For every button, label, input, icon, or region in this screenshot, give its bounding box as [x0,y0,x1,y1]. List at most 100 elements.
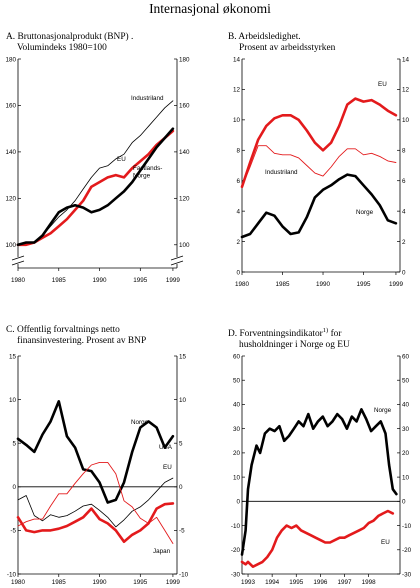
y-tick-label-left: -10 [231,523,241,530]
series-label: EU [163,464,172,471]
chart-a: 100 100 120 120 140 140 160 160 180 180 1980 1985 19… [5,56,190,284]
series-line-norge [240,173,398,239]
panel-d-title-line2: husholdninger i Norge og EU [239,340,350,351]
x-tick-label: 1990 [93,277,108,284]
y-tick-label-left: 0 [236,499,240,506]
axis-break-mark [170,260,184,266]
panel-d-title-text: D. Forventningsindikator [228,329,323,340]
y-tick-label-left: 100 [5,242,16,249]
y-tick-label-left: -5 [10,528,16,535]
y-tick-label-left: 14 [233,56,241,63]
y-tick-label-left: -10 [7,571,17,578]
y-tick-label-left: -30 [231,571,241,578]
y-tick-label-left: 180 [5,56,16,63]
series-line-fastlands-norge [16,127,175,247]
panel-c-title-line1: C. Offentlig forvaltnings netto [6,325,120,335]
y-tick-label-left: 0 [12,484,16,491]
panel-b-title: B. Arbeidsledighet. Prosent av arbeidsst… [228,32,335,54]
series-line-eu [240,509,395,569]
panel-d-title-line1: D. Forventningsindikator1) for [228,325,350,340]
y-tick-label-left: 50 [233,378,241,385]
x-tick-label: 1980 [11,277,26,284]
x-tick-label: 1980 [235,281,250,288]
y-tick-label-right: -5 [179,528,185,535]
y-tick-label-right: 20 [402,450,410,457]
y-tick-label-right: 30 [402,426,410,433]
panel-a-title: A. Bruttonasjonalprodukt (BNP) . Volumin… [6,32,133,54]
y-tick-label-right: 5 [179,441,183,448]
series-label: EU [117,156,126,163]
y-tick-label-left: 60 [233,353,241,360]
x-tick-label: 1985 [276,281,291,288]
x-tick-label: 1999 [166,277,181,284]
y-tick-label-right: 4 [402,208,406,215]
y-tick-label-right: -20 [402,547,412,554]
y-tick-label-right: -30 [402,571,412,578]
y-tick-label-left: 5 [12,441,16,448]
series-label: Norge [131,419,149,426]
series-line-norge [16,399,175,504]
axis-break-gap [13,257,23,265]
y-tick-label-left: 160 [5,103,16,110]
y-tick-label-left: 12 [233,87,241,94]
y-tick-label-right: -10 [402,523,412,530]
series-label: Industriland [265,169,298,176]
series-label: Norge [356,209,374,216]
x-tick-label: 1997 [338,579,353,586]
y-tick-label-right: 100 [179,242,190,249]
series-label: Industriland [131,95,164,102]
y-tick-label-left: 10 [233,117,241,124]
y-tick-label-right: 10 [179,397,187,404]
y-tick-label-right: 0 [179,484,183,491]
y-tick-label-right: -10 [179,571,189,578]
y-tick-label-right: 0 [402,499,406,506]
y-tick-label-right: 160 [179,103,190,110]
panel-d-title-text-b: for [328,329,342,340]
y-tick-label-right: 50 [402,378,410,385]
series-line-eu [240,97,398,189]
y-tick-label-right: 14 [402,56,410,63]
chart-b: 0 0 2 2 4 4 6 6 8 8 10 10 12 12 14 14 1980 1985 1990 1995 19… [233,56,410,288]
x-tick-label: 1998 [362,579,377,586]
series-line-eu [16,129,175,247]
panel-c-title: C. Offentlig forvaltnings netto finansin… [6,325,146,347]
panel-b-title-line1: B. Arbeidsledighet. [228,32,301,42]
axis-break-mark [11,255,25,261]
y-tick-label-left: 140 [5,149,16,156]
series-label: EU [381,539,390,546]
x-tick-label: 1995 [357,281,372,288]
series-line-norge [240,407,398,556]
panel-a-title-line2: Volumindeks 1980=100 [17,43,107,53]
series-label: Fastlands- [133,165,162,172]
y-tick-label-left: 40 [233,402,241,409]
y-tick-label-left: -20 [231,547,241,554]
x-tick-label: 1985 [52,579,67,586]
panel-a-title-line1: A. Bruttonasjonalprodukt (BNP) . [6,32,134,42]
x-tick-label: 1999 [389,281,404,288]
x-tick-label: 1994 [265,579,280,586]
y-tick-label-right: 140 [179,149,190,156]
y-tick-label-right: 120 [179,196,190,203]
y-tick-label-left: 2 [236,239,240,246]
panel-c-title-line2: finansinvestering. Prosent av BNP [17,336,147,346]
y-tick-label-right: 0 [402,269,406,276]
series-label: Norge [133,173,151,180]
series-line-japan [17,461,174,544]
x-tick-label: 1985 [52,277,67,284]
y-tick-label-left: 10 [233,474,241,481]
y-tick-label-right: 60 [402,353,410,360]
x-tick-label: 1995 [133,579,148,586]
series-label: EU [378,81,387,88]
y-tick-label-left: 8 [236,148,240,155]
y-tick-label-right: 2 [402,239,406,246]
chart-c: -10 -10 -5 -5 0 0 5 5 10 10 15 15 1980 1985 1990 1995 19… [7,353,189,586]
x-tick-label: 1995 [133,277,148,284]
x-tick-label: 1999 [166,579,181,586]
series-line-industriland [241,145,397,188]
series-label: USA [159,444,173,451]
y-tick-label-left: 4 [236,208,240,215]
x-tick-label: 1995 [289,579,304,586]
y-tick-label-left: 0 [236,269,240,276]
y-tick-label-left: 30 [233,426,241,433]
series-line-usa [17,477,174,528]
